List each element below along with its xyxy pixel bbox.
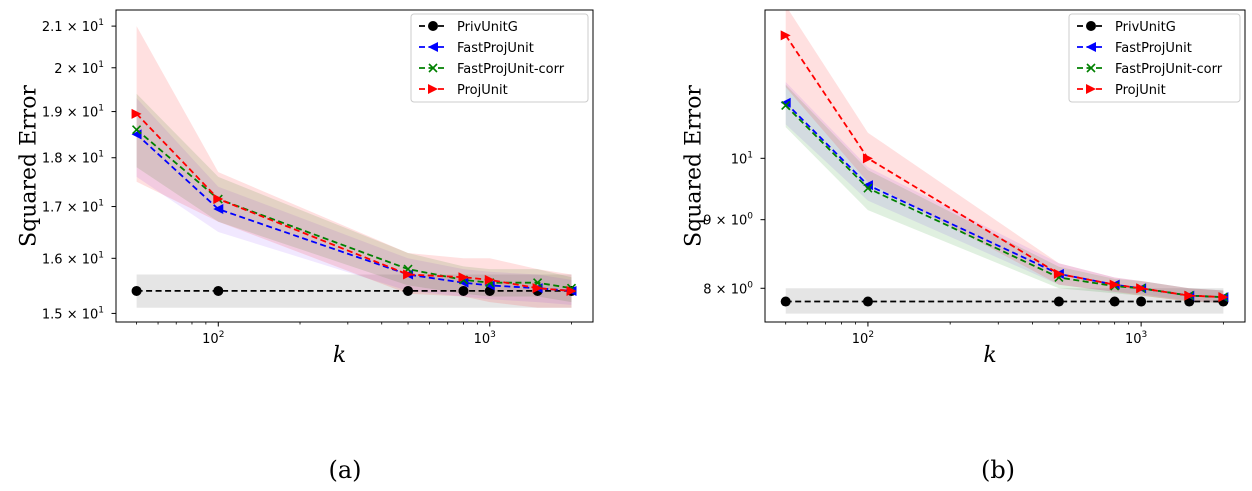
legend-label: PrivUnitG (457, 20, 518, 35)
x-axis-title: k (333, 343, 346, 368)
axes-frame (764, 9, 1246, 323)
point-projunit (1053, 268, 1064, 279)
band-fastprojunit-corr (136, 93, 572, 303)
point-privunitg (458, 285, 469, 296)
y-tick-label: 8 × 100 (703, 280, 753, 297)
legend-label: ProjUnit (457, 83, 508, 98)
x-tick-label: 102 (202, 330, 224, 347)
legend-label: ProjUnit (1115, 83, 1166, 98)
point-projunit (484, 274, 495, 285)
y-tick-label: 1.7 × 101 (42, 199, 104, 216)
point-privunitg (1136, 296, 1147, 307)
plot-area (131, 26, 577, 308)
panel-caption: (b) (981, 456, 1015, 484)
legend-label: FastProjUnit-corr (457, 62, 565, 77)
point-privunitg (131, 285, 142, 296)
point-projunit (1136, 283, 1147, 294)
band-fastprojunit (785, 82, 1224, 303)
legend-box (410, 13, 589, 103)
legend-marker (1086, 21, 1096, 31)
point-privunitg (780, 296, 791, 307)
point-projunit (1109, 279, 1120, 290)
y-tick-label: 1.6 × 101 (42, 250, 104, 267)
legend-marker (428, 84, 438, 94)
legend-marker (428, 21, 438, 31)
legend-marker (1086, 42, 1096, 52)
point-projunit (1218, 292, 1229, 303)
point-fastprojunit (780, 97, 791, 108)
x-tick-label: 102 (852, 330, 874, 347)
x-tick-label: 103 (1125, 330, 1147, 347)
point-fastprojunit (862, 180, 873, 191)
point-projunit (403, 269, 414, 280)
band-projunit (785, 10, 1224, 303)
point-privunitg (862, 296, 873, 307)
point-projunit (131, 108, 142, 119)
y-tick-label: 9 × 100 (703, 212, 753, 229)
legend: PrivUnitG FastProjUnit FastProjUnit-corr Pr… (410, 13, 589, 103)
plot-area (780, 10, 1229, 314)
chart-panel-b: 102 103 8 × 100 9 × 100 101 Squared Error k Pri… (682, 9, 1246, 484)
y-tick-label: 2 × 101 (54, 60, 104, 77)
point-fastprojunit-corr (131, 125, 142, 135)
point-projunit (862, 153, 873, 164)
legend-marker (428, 42, 438, 52)
point-fastprojunit (458, 277, 469, 288)
legend-label: FastProjUnit-corr (1115, 62, 1223, 77)
point-projunit (1184, 290, 1195, 301)
point-privunitg (213, 285, 224, 296)
legend-marker (1086, 63, 1096, 73)
point-projunit (566, 285, 577, 296)
point-privunitg (1053, 296, 1064, 307)
y-axis-title: Squared Error (682, 85, 707, 247)
legend-label: PrivUnitG (1115, 20, 1176, 35)
y-tick-label: 101 (731, 150, 753, 167)
y-tick-label: 1.5 × 101 (42, 305, 104, 322)
point-privunitg (403, 285, 414, 296)
legend-label: FastProjUnit (1115, 41, 1192, 56)
legend-marker (1086, 84, 1096, 94)
band-fastprojunit-corr (785, 84, 1224, 303)
x-tick-label: 103 (474, 330, 496, 347)
point-fastprojunit-corr (863, 183, 873, 193)
x-axis-title: k (983, 343, 996, 368)
band-projunit (136, 26, 572, 308)
chart-panel-a: 102 103 1.5 × 101 1.6 × 101 1.7 × 101 1.8 × 1… (17, 9, 594, 484)
legend-box (1068, 13, 1241, 103)
point-projunit (213, 194, 224, 205)
point-fastprojunit (213, 204, 224, 215)
y-tick-label: 1.8 × 101 (42, 150, 104, 167)
panel-caption: (a) (328, 456, 361, 484)
y-tick-label: 1.9 × 101 (42, 104, 104, 121)
y-axis-title: Squared Error (17, 85, 42, 247)
point-projunit (458, 272, 469, 283)
legend-marker (428, 63, 438, 73)
point-privunitg (1109, 296, 1120, 307)
y-tick-label: 2.1 × 101 (42, 18, 104, 35)
point-fastprojunit-corr (781, 100, 791, 111)
legend: PrivUnitG FastProjUnit FastProjUnit-corr Pr… (1068, 13, 1241, 103)
point-projunit (780, 30, 791, 41)
axes-frame (115, 9, 594, 323)
point-projunit (532, 283, 543, 294)
legend-label: FastProjUnit (457, 41, 534, 56)
